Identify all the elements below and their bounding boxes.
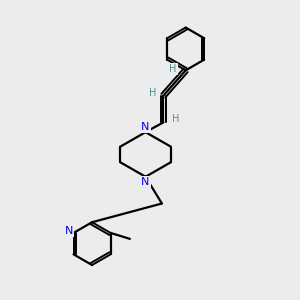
- Text: N: N: [65, 226, 73, 236]
- Text: H: H: [172, 114, 179, 124]
- Text: N: N: [141, 177, 150, 187]
- Text: N: N: [141, 122, 150, 132]
- Text: H: H: [149, 88, 157, 98]
- Text: H: H: [169, 64, 177, 74]
